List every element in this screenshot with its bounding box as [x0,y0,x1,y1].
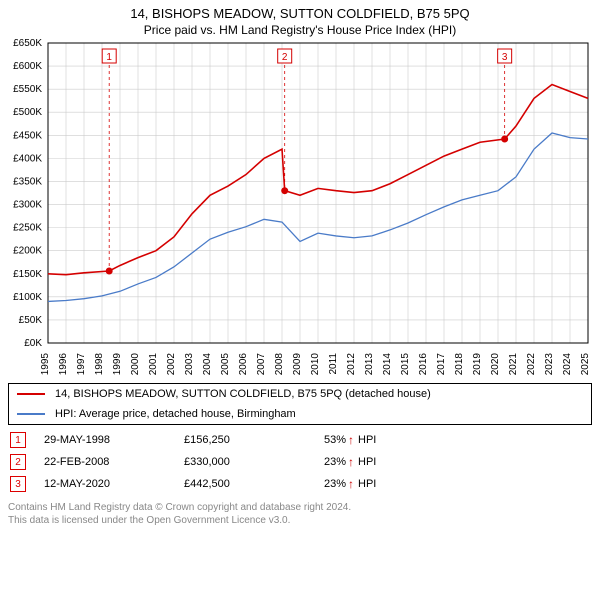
svg-text:2014: 2014 [382,353,393,376]
svg-text:£300K: £300K [13,200,42,211]
marker-hpi: 23%↑ HPI [324,455,376,469]
marker-number-box: 1 [10,432,26,448]
marker-tag: HPI [358,478,376,490]
svg-text:2007: 2007 [256,353,267,376]
svg-text:£650K: £650K [13,38,42,49]
svg-text:£550K: £550K [13,84,42,95]
svg-text:£500K: £500K [13,107,42,118]
marker-tag: HPI [358,434,376,446]
page-subtitle: Price paid vs. HM Land Registry's House … [0,23,600,37]
marker-pct: 23% [324,456,346,468]
svg-text:2009: 2009 [292,353,303,376]
footer-line-1: Contains HM Land Registry data © Crown c… [8,501,592,514]
marker-pct: 23% [324,478,346,490]
marker-date: 29-MAY-1998 [44,434,184,446]
svg-text:2001: 2001 [148,353,159,376]
svg-text:1997: 1997 [76,353,87,376]
svg-text:2011: 2011 [328,353,339,375]
marker-price: £330,000 [184,456,324,468]
svg-text:£350K: £350K [13,176,42,187]
up-arrow-icon: ↑ [348,477,354,491]
svg-text:2024: 2024 [562,353,573,376]
svg-text:2006: 2006 [238,353,249,376]
legend-swatch [17,413,45,415]
footer-line-2: This data is licensed under the Open Gov… [8,514,592,527]
up-arrow-icon: ↑ [348,455,354,469]
legend-swatch [17,393,45,395]
svg-text:2008: 2008 [274,353,285,376]
svg-text:2015: 2015 [400,353,411,376]
svg-text:£100K: £100K [13,292,42,303]
marker-row: 3 12-MAY-2020£442,50023%↑ HPI [8,473,592,495]
svg-text:1: 1 [106,52,112,63]
svg-text:£250K: £250K [13,223,42,234]
svg-text:£200K: £200K [13,246,42,257]
marker-hpi: 53%↑ HPI [324,433,376,447]
marker-pct: 53% [324,434,346,446]
legend: 14, BISHOPS MEADOW, SUTTON COLDFIELD, B7… [8,383,592,425]
footer-attribution: Contains HM Land Registry data © Crown c… [8,501,592,527]
svg-text:2025: 2025 [580,353,591,376]
legend-row: 14, BISHOPS MEADOW, SUTTON COLDFIELD, B7… [9,384,591,404]
svg-text:2: 2 [282,52,288,63]
svg-text:1995: 1995 [40,353,51,376]
svg-text:2022: 2022 [526,353,537,376]
marker-tag: HPI [358,456,376,468]
svg-text:2010: 2010 [310,353,321,376]
marker-row: 1 29-MAY-1998£156,25053%↑ HPI [8,429,592,451]
marker-hpi: 23%↑ HPI [324,477,376,491]
marker-table: 129-MAY-1998£156,25053%↑HPI222-FEB-2008£… [8,429,592,495]
svg-text:2002: 2002 [166,353,177,376]
svg-text:2000: 2000 [130,353,141,376]
svg-text:£0K: £0K [24,338,42,349]
svg-text:1998: 1998 [94,353,105,376]
marker-number-box: 2 [10,454,26,470]
svg-text:2019: 2019 [472,353,483,376]
svg-text:£150K: £150K [13,269,42,280]
svg-text:2004: 2004 [202,353,213,376]
marker-row: 2 22-FEB-2008£330,00023%↑ HPI [8,451,592,473]
marker-price: £156,250 [184,434,324,446]
svg-text:2017: 2017 [436,353,447,376]
svg-text:£600K: £600K [13,61,42,72]
svg-text:3: 3 [502,52,508,63]
marker-date: 12-MAY-2020 [44,478,184,490]
svg-text:£450K: £450K [13,130,42,141]
svg-text:2018: 2018 [454,353,465,376]
svg-text:2020: 2020 [490,353,501,376]
marker-number-box: 3 [10,476,26,492]
marker-date: 22-FEB-2008 [44,456,184,468]
page-title: 14, BISHOPS MEADOW, SUTTON COLDFIELD, B7… [0,0,600,21]
legend-row: HPI: Average price, detached house, Birm… [9,404,591,424]
svg-text:2003: 2003 [184,353,195,376]
svg-text:1999: 1999 [112,353,123,376]
legend-label: 14, BISHOPS MEADOW, SUTTON COLDFIELD, B7… [55,388,431,400]
svg-text:£400K: £400K [13,153,42,164]
up-arrow-icon: ↑ [348,433,354,447]
svg-text:2016: 2016 [418,353,429,376]
price-chart: £0K £50K £100K £150K £200K £250K £300K £350K £40… [0,37,600,377]
svg-text:1996: 1996 [58,353,69,376]
svg-text:2012: 2012 [346,353,357,376]
legend-label: HPI: Average price, detached house, Birm… [55,408,296,420]
svg-text:2013: 2013 [364,353,375,376]
svg-text:2023: 2023 [544,353,555,376]
svg-text:2005: 2005 [220,353,231,376]
svg-text:£50K: £50K [19,315,43,326]
marker-price: £442,500 [184,478,324,490]
svg-text:2021: 2021 [508,353,519,376]
